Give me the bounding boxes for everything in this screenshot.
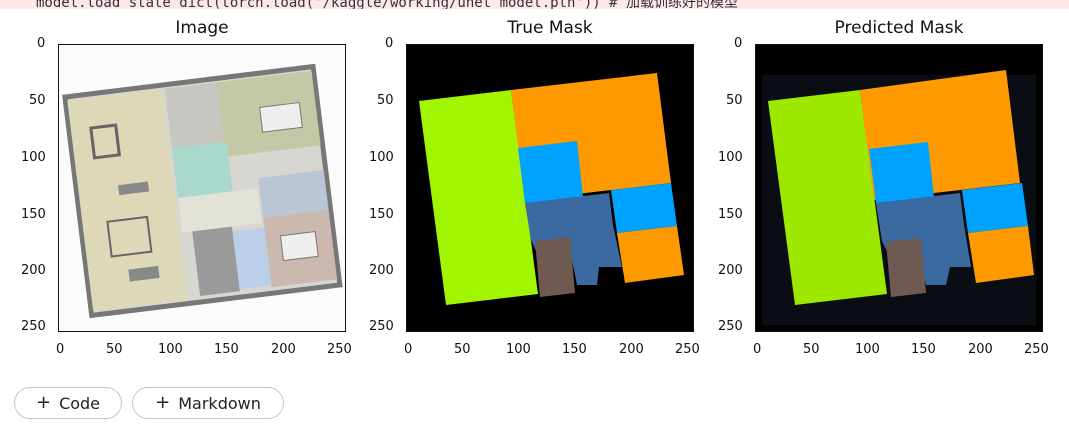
image-x-tick-100: 100 — [158, 342, 183, 357]
pred-x-tick-50: 50 — [803, 342, 820, 357]
pred-x-tick-200: 200 — [968, 342, 993, 357]
true-y-tick-50: 50 — [377, 93, 394, 108]
pred-x-tick-250: 250 — [1024, 342, 1049, 357]
true-x-tick-250: 250 — [675, 342, 700, 357]
add-code-cell-button[interactable]: + Code — [14, 387, 122, 419]
image-y-tick-100: 100 — [21, 150, 46, 165]
image-x-tick-0: 0 — [56, 342, 65, 357]
predicted-mask-axes — [755, 44, 1043, 332]
true-x-tick-150: 150 — [562, 342, 587, 357]
image-y-tick-200: 200 — [21, 263, 46, 278]
pred-y-tick-100: 100 — [718, 150, 743, 165]
true-x-tick-0: 0 — [404, 342, 413, 357]
image-x-tick-50: 50 — [106, 342, 123, 357]
image-x-tick-250: 250 — [327, 342, 352, 357]
panel-title-image: Image — [175, 18, 229, 38]
plus-icon: + — [35, 392, 52, 413]
pred-y-tick-50: 50 — [726, 93, 743, 108]
floorplan-image — [59, 45, 345, 331]
pred-y-tick-150: 150 — [718, 207, 743, 222]
image-y-tick-0: 0 — [37, 36, 46, 51]
true-mask-axes — [406, 44, 694, 332]
pred-x-tick-150: 150 — [911, 342, 936, 357]
image-y-tick-250: 250 — [21, 319, 46, 334]
image-y-tick-50: 50 — [29, 93, 46, 108]
true-y-tick-200: 200 — [369, 263, 394, 278]
true-x-tick-200: 200 — [619, 342, 644, 357]
true-y-tick-250: 250 — [369, 319, 394, 334]
true-x-tick-100: 100 — [506, 342, 531, 357]
pred-x-tick-100: 100 — [855, 342, 880, 357]
image-axes — [58, 44, 346, 332]
pred-y-tick-250: 250 — [718, 319, 743, 334]
predicted-mask-image — [756, 45, 1042, 331]
true-y-tick-150: 150 — [369, 207, 394, 222]
pred-x-tick-0: 0 — [753, 342, 762, 357]
add-markdown-label: Markdown — [178, 393, 261, 413]
true-x-tick-50: 50 — [454, 342, 471, 357]
add-markdown-cell-button[interactable]: + Markdown — [132, 387, 284, 419]
true-y-tick-0: 0 — [385, 36, 394, 51]
plus-icon: + — [155, 392, 171, 413]
image-x-tick-200: 200 — [271, 342, 296, 357]
code-line-text: model.load_state_dict(torch.load('/kaggl… — [36, 0, 739, 9]
true-y-tick-100: 100 — [369, 150, 394, 165]
add-code-label: Code — [59, 393, 101, 413]
code-line: model.load_state_dict(torch.load('/kaggl… — [0, 0, 1069, 9]
image-x-tick-150: 150 — [214, 342, 239, 357]
panel-title-true-mask: True Mask — [507, 18, 593, 38]
pred-y-tick-0: 0 — [734, 36, 743, 51]
pred-y-tick-200: 200 — [718, 263, 743, 278]
true-mask-image — [407, 45, 693, 331]
panel-title-predicted-mask: Predicted Mask — [834, 18, 964, 38]
image-y-tick-150: 150 — [21, 207, 46, 222]
